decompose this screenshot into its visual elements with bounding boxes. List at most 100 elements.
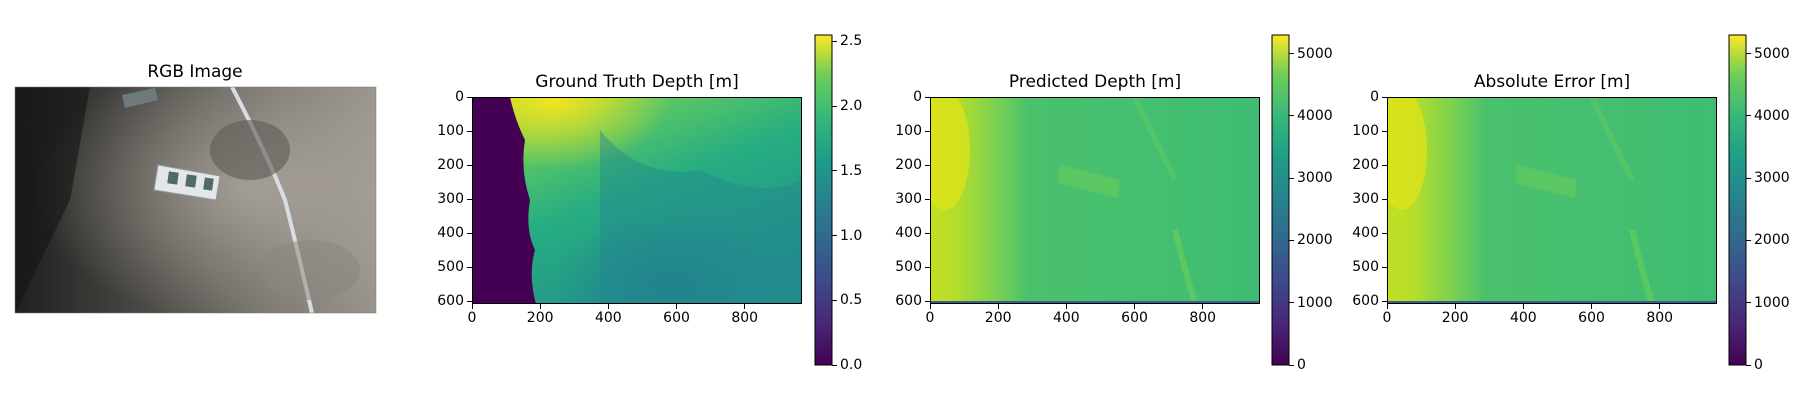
y-tick-label: 200 [1352, 157, 1379, 174]
y-tick-label: 0 [455, 89, 464, 105]
colorbar-tick-mark [1289, 302, 1294, 304]
y-tick-label: 100 [1352, 123, 1379, 140]
y-tick-label: 600 [895, 293, 922, 310]
y-tick-label: 200 [895, 157, 922, 174]
y-tick-mark [1382, 266, 1387, 268]
colorbar-tick-mark [1289, 239, 1294, 241]
y-tick-mark [1382, 130, 1387, 132]
y-tick-label: 0 [1370, 89, 1379, 105]
x-tick-label: 400 [594, 310, 622, 326]
y-tick-label: 500 [437, 259, 464, 276]
x-tick-mark [929, 304, 931, 309]
y-tick-label: 200 [437, 157, 464, 174]
y-tick-mark [925, 300, 930, 302]
y-tick-label: 400 [1352, 225, 1379, 242]
y-tick-mark [925, 164, 930, 166]
colorbar-tick-mark [1289, 115, 1294, 117]
colorbar-tick-mark [832, 170, 837, 172]
y-tick-label: 0 [913, 89, 922, 105]
err-colorbar [1728, 34, 1747, 366]
y-tick-mark [467, 96, 472, 98]
colorbar-tick-label: 1.0 [840, 227, 863, 244]
colorbar-tick-mark [1289, 53, 1294, 55]
y-tick-label: 400 [437, 225, 464, 242]
y-tick-mark [467, 130, 472, 132]
y-tick-mark [925, 130, 930, 132]
gt-title: Ground Truth Depth [m] [535, 72, 739, 92]
colorbar-tick-mark [1746, 53, 1751, 55]
y-tick-mark [467, 164, 472, 166]
y-tick-mark [925, 232, 930, 234]
x-tick-label: 200 [1441, 310, 1469, 326]
colorbar-tick-mark [1746, 177, 1751, 179]
x-tick-mark [1522, 304, 1524, 309]
colorbar-tick-mark [832, 40, 837, 42]
predicted-depth-heatmap [930, 97, 1260, 304]
y-tick-label: 100 [437, 123, 464, 140]
err-axes-frame [1387, 97, 1717, 304]
y-tick-mark [925, 266, 930, 268]
colorbar-tick-mark [1746, 302, 1751, 304]
x-tick-mark [1659, 304, 1661, 309]
y-tick-mark [1382, 232, 1387, 234]
colorbar-tick-label: 5000 [1297, 45, 1333, 62]
rgb-photo [15, 87, 376, 313]
colorbar-tick-label: 4000 [1754, 107, 1790, 124]
x-tick-label: 0 [467, 310, 477, 326]
colorbar-tick-label: 0.0 [840, 357, 863, 373]
colorbar-tick-label: 0 [1297, 357, 1306, 373]
colorbar-tick-mark [1746, 239, 1751, 241]
x-tick-mark [1454, 304, 1456, 309]
colorbar-tick-mark [1289, 364, 1294, 366]
y-tick-mark [467, 232, 472, 234]
x-tick-mark [539, 304, 541, 309]
x-tick-mark [997, 304, 999, 309]
y-tick-mark [1382, 164, 1387, 166]
y-tick-label: 300 [895, 191, 922, 208]
colorbar-tick-label: 5000 [1754, 45, 1790, 62]
x-tick-label: 400 [1509, 310, 1537, 326]
x-tick-mark [744, 304, 746, 309]
colorbar-tick-mark [1289, 177, 1294, 179]
colorbar-tick-label: 1.5 [840, 162, 863, 179]
x-tick-mark [1386, 304, 1388, 309]
absolute-error-heatmap [1387, 97, 1717, 304]
y-tick-label: 300 [1352, 191, 1379, 208]
y-tick-mark [925, 96, 930, 98]
ground-truth-heatmap [472, 97, 802, 304]
colorbar-tick-mark [832, 364, 837, 366]
x-tick-label: 0 [1382, 310, 1392, 326]
y-tick-mark [1382, 96, 1387, 98]
colorbar-tick-label: 4000 [1297, 107, 1333, 124]
err-title: Absolute Error [m] [1473, 72, 1631, 92]
x-tick-label: 200 [984, 310, 1012, 326]
gt-colorbar [814, 34, 833, 366]
colorbar-tick-label: 3000 [1297, 170, 1333, 187]
x-tick-label: 200 [526, 310, 554, 326]
colorbar-tick-label: 1000 [1754, 294, 1790, 311]
colorbar-tick-label: 2.5 [840, 33, 863, 50]
x-tick-label: 600 [1121, 310, 1148, 326]
y-tick-mark [467, 300, 472, 302]
colorbar-tick-mark [832, 299, 837, 301]
y-tick-label: 500 [895, 259, 922, 276]
x-tick-label: 400 [1052, 310, 1080, 326]
y-tick-label: 100 [895, 123, 922, 140]
x-tick-mark [1134, 304, 1136, 309]
x-tick-label: 600 [1578, 310, 1605, 326]
x-tick-mark [1202, 304, 1204, 309]
y-tick-mark [467, 198, 472, 200]
x-tick-label: 600 [663, 310, 690, 326]
colorbar-tick-mark [832, 105, 837, 107]
colorbar-tick-label: 0.5 [840, 292, 863, 309]
y-tick-label: 400 [895, 225, 922, 242]
colorbar-tick-label: 3000 [1754, 170, 1790, 187]
colorbar-tick-label: 2.0 [840, 98, 863, 115]
x-tick-label: 800 [1189, 310, 1217, 326]
y-tick-mark [1382, 300, 1387, 302]
rgb-image-title: RGB Image [147, 62, 243, 82]
y-tick-label: 500 [1352, 259, 1379, 276]
pred-title: Predicted Depth [m] [1008, 72, 1182, 92]
gt-axes-frame [472, 97, 802, 304]
